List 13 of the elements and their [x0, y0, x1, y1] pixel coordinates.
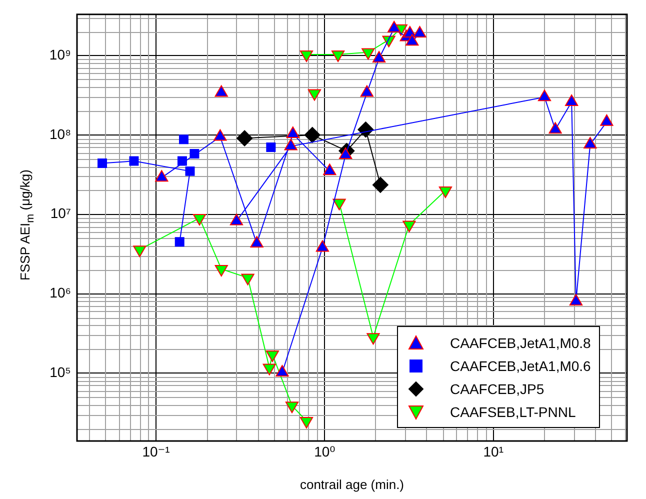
legend-label: CAAFCEB,JP5: [450, 380, 544, 396]
x-tick-label: 10⁰: [314, 443, 336, 460]
x-tick-label: 10⁻¹: [142, 443, 170, 460]
legend-label: CAAFSEB,LT-PNNL: [450, 404, 576, 420]
y-tick-label: 10⁸: [50, 126, 72, 142]
y-tick-label: 10⁶: [50, 284, 71, 301]
x-tick-label: 10¹: [483, 443, 504, 460]
x-axis-title: contrail age (min.): [300, 477, 404, 492]
y-tick-label: 10⁵: [50, 364, 71, 380]
legend-label: CAAFCEB,JetA1,M0.8: [450, 334, 591, 350]
legend-label: CAAFCEB,JetA1,M0.6: [450, 358, 591, 374]
y-tick-label: 10⁹: [49, 46, 71, 62]
y-tick-label: 10⁷: [50, 205, 71, 222]
